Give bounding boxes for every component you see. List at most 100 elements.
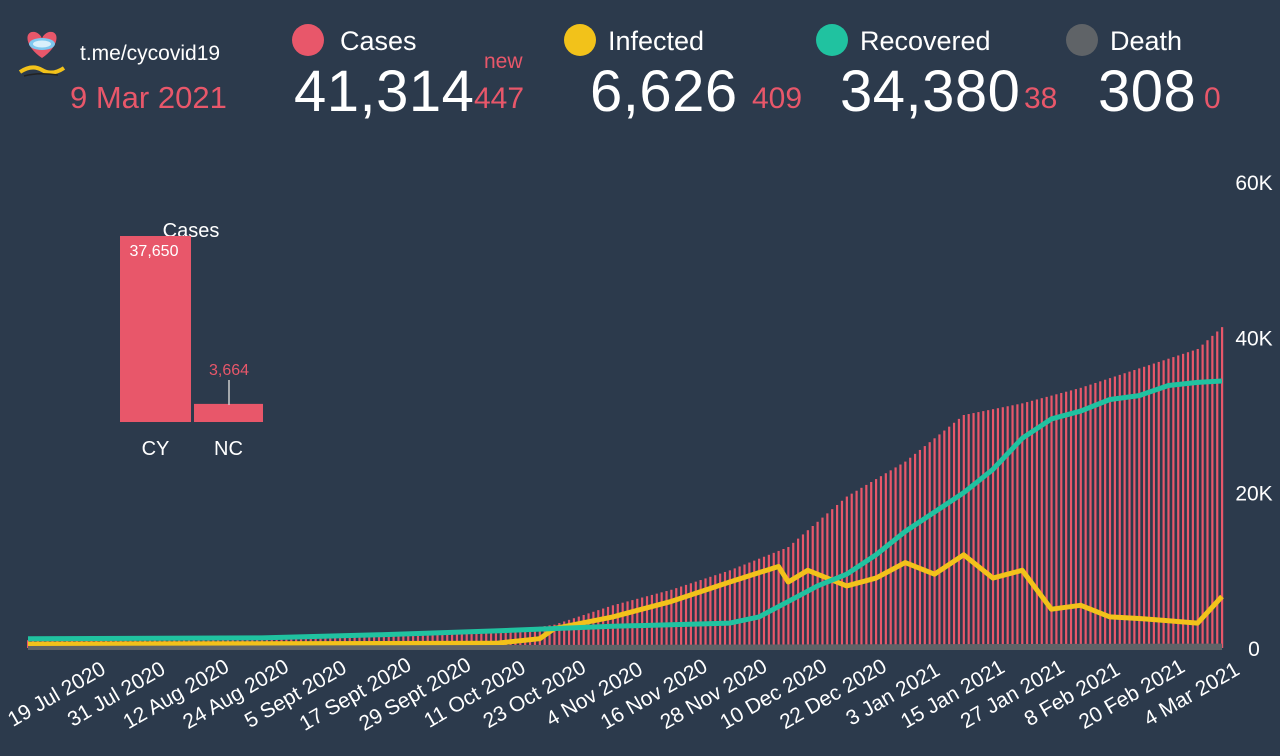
- cases-bar: [1026, 402, 1029, 648]
- cases-bar: [1123, 373, 1126, 648]
- cases-bar: [660, 592, 663, 648]
- cases-bar: [1152, 363, 1155, 648]
- series-lines: [27, 378, 1224, 650]
- infected-total: 6,626: [590, 59, 738, 124]
- cases-bar: [1001, 407, 1004, 648]
- inset-category-label: CY: [142, 438, 170, 460]
- cases-label: Cases: [340, 26, 417, 56]
- death-new: 0: [1204, 82, 1221, 115]
- cases-bar: [1128, 371, 1131, 648]
- cases-bar: [909, 457, 912, 648]
- cases-bar: [728, 570, 731, 648]
- cases-bar: [694, 581, 697, 648]
- cases-bar: [928, 442, 931, 648]
- recovered-new: 38: [1024, 82, 1058, 115]
- cases-bar: [1113, 376, 1116, 648]
- cases-bar: [709, 576, 712, 648]
- cases-bar: [1162, 360, 1165, 648]
- death-total: 308: [1098, 59, 1197, 124]
- cases-bar: [758, 558, 761, 648]
- cases-bar: [991, 409, 995, 648]
- cases-bar: [1201, 344, 1204, 648]
- cases-bar: [1206, 340, 1209, 648]
- cases-bar: [962, 415, 965, 648]
- cases-bar: [933, 438, 936, 648]
- cases-bar: [1167, 358, 1170, 648]
- cases-total: 41,314: [294, 59, 475, 124]
- cases-bar: [480, 633, 483, 648]
- cases-bar: [938, 434, 941, 648]
- cases-bar: [957, 418, 961, 648]
- cases-bar: [553, 624, 556, 648]
- cases-bar: [782, 548, 785, 648]
- infected-line: [27, 552, 1224, 647]
- cases-bar: [1050, 395, 1053, 648]
- cases-bar: [762, 556, 766, 648]
- cases-bar: [918, 449, 922, 648]
- cases-bar: [563, 621, 566, 648]
- cases-new: 447: [474, 82, 525, 115]
- cases-bar: [1211, 335, 1214, 648]
- cases-bar: [665, 591, 668, 648]
- cases-bar: [1079, 387, 1082, 648]
- cases-bar: [1177, 355, 1180, 648]
- y-tick-label: 0: [1248, 638, 1260, 661]
- cases-bar: [1216, 331, 1219, 648]
- cases-bar: [489, 633, 493, 648]
- cases-bar: [860, 487, 863, 648]
- cases-bar: [1089, 384, 1092, 648]
- cases-bar: [889, 470, 892, 648]
- cases-bar: [894, 467, 897, 648]
- cases-bar: [952, 422, 956, 648]
- cases-bar: [714, 575, 717, 648]
- cases-bar: [1011, 405, 1014, 648]
- recovered-total: 34,380: [840, 59, 1021, 124]
- cases-bar: [733, 568, 736, 648]
- cases-bar: [943, 430, 946, 648]
- cases-bar: [899, 464, 902, 648]
- cases-bar: [1030, 400, 1034, 648]
- cases-bar: [772, 552, 775, 648]
- channel-link[interactable]: t.me/cycovid19: [80, 42, 221, 65]
- cases-bar: [1104, 379, 1107, 648]
- cases-bar: [1055, 394, 1058, 648]
- cases-bar: [572, 618, 576, 648]
- cases-bar: [870, 481, 873, 648]
- cases-bar: [494, 633, 498, 648]
- cases-bar: [1196, 348, 1199, 648]
- y-tick-label: 40K: [1235, 327, 1272, 350]
- cases-bar: [1065, 391, 1068, 648]
- cases-bar: [650, 594, 654, 648]
- cases-bar: [719, 573, 722, 648]
- cases-bar: [699, 580, 702, 648]
- cases-bar: [1172, 357, 1175, 648]
- death-legend-dot: [1066, 24, 1098, 56]
- cases-bar: [884, 473, 887, 648]
- cases-bar: [587, 613, 590, 648]
- cases-bar: [797, 538, 800, 648]
- cases-bar: [567, 619, 571, 648]
- cases-bar: [592, 611, 595, 648]
- death-line: [27, 643, 1223, 650]
- cases-bar: [1133, 370, 1136, 648]
- cases-bar: [548, 625, 551, 648]
- inset-value-label: 3,664: [209, 362, 249, 379]
- cases-bar: [1021, 403, 1024, 648]
- cases-bar: [1084, 386, 1087, 648]
- cases-bar: [670, 589, 673, 648]
- new-label: new: [484, 50, 523, 73]
- cases-bar: [972, 413, 975, 648]
- y-tick-label: 20K: [1235, 483, 1272, 506]
- cases-bar: [996, 408, 1000, 648]
- cases-bar: [1182, 353, 1185, 648]
- cases-bar: [948, 426, 951, 648]
- cases-bar: [982, 411, 985, 648]
- cases-bar: [684, 584, 688, 648]
- infected-label: Infected: [608, 26, 705, 56]
- recovered-label: Recovered: [860, 26, 991, 56]
- cases-bar: [1045, 396, 1048, 648]
- cases-bar: [913, 453, 917, 648]
- cases-bar: [743, 564, 746, 648]
